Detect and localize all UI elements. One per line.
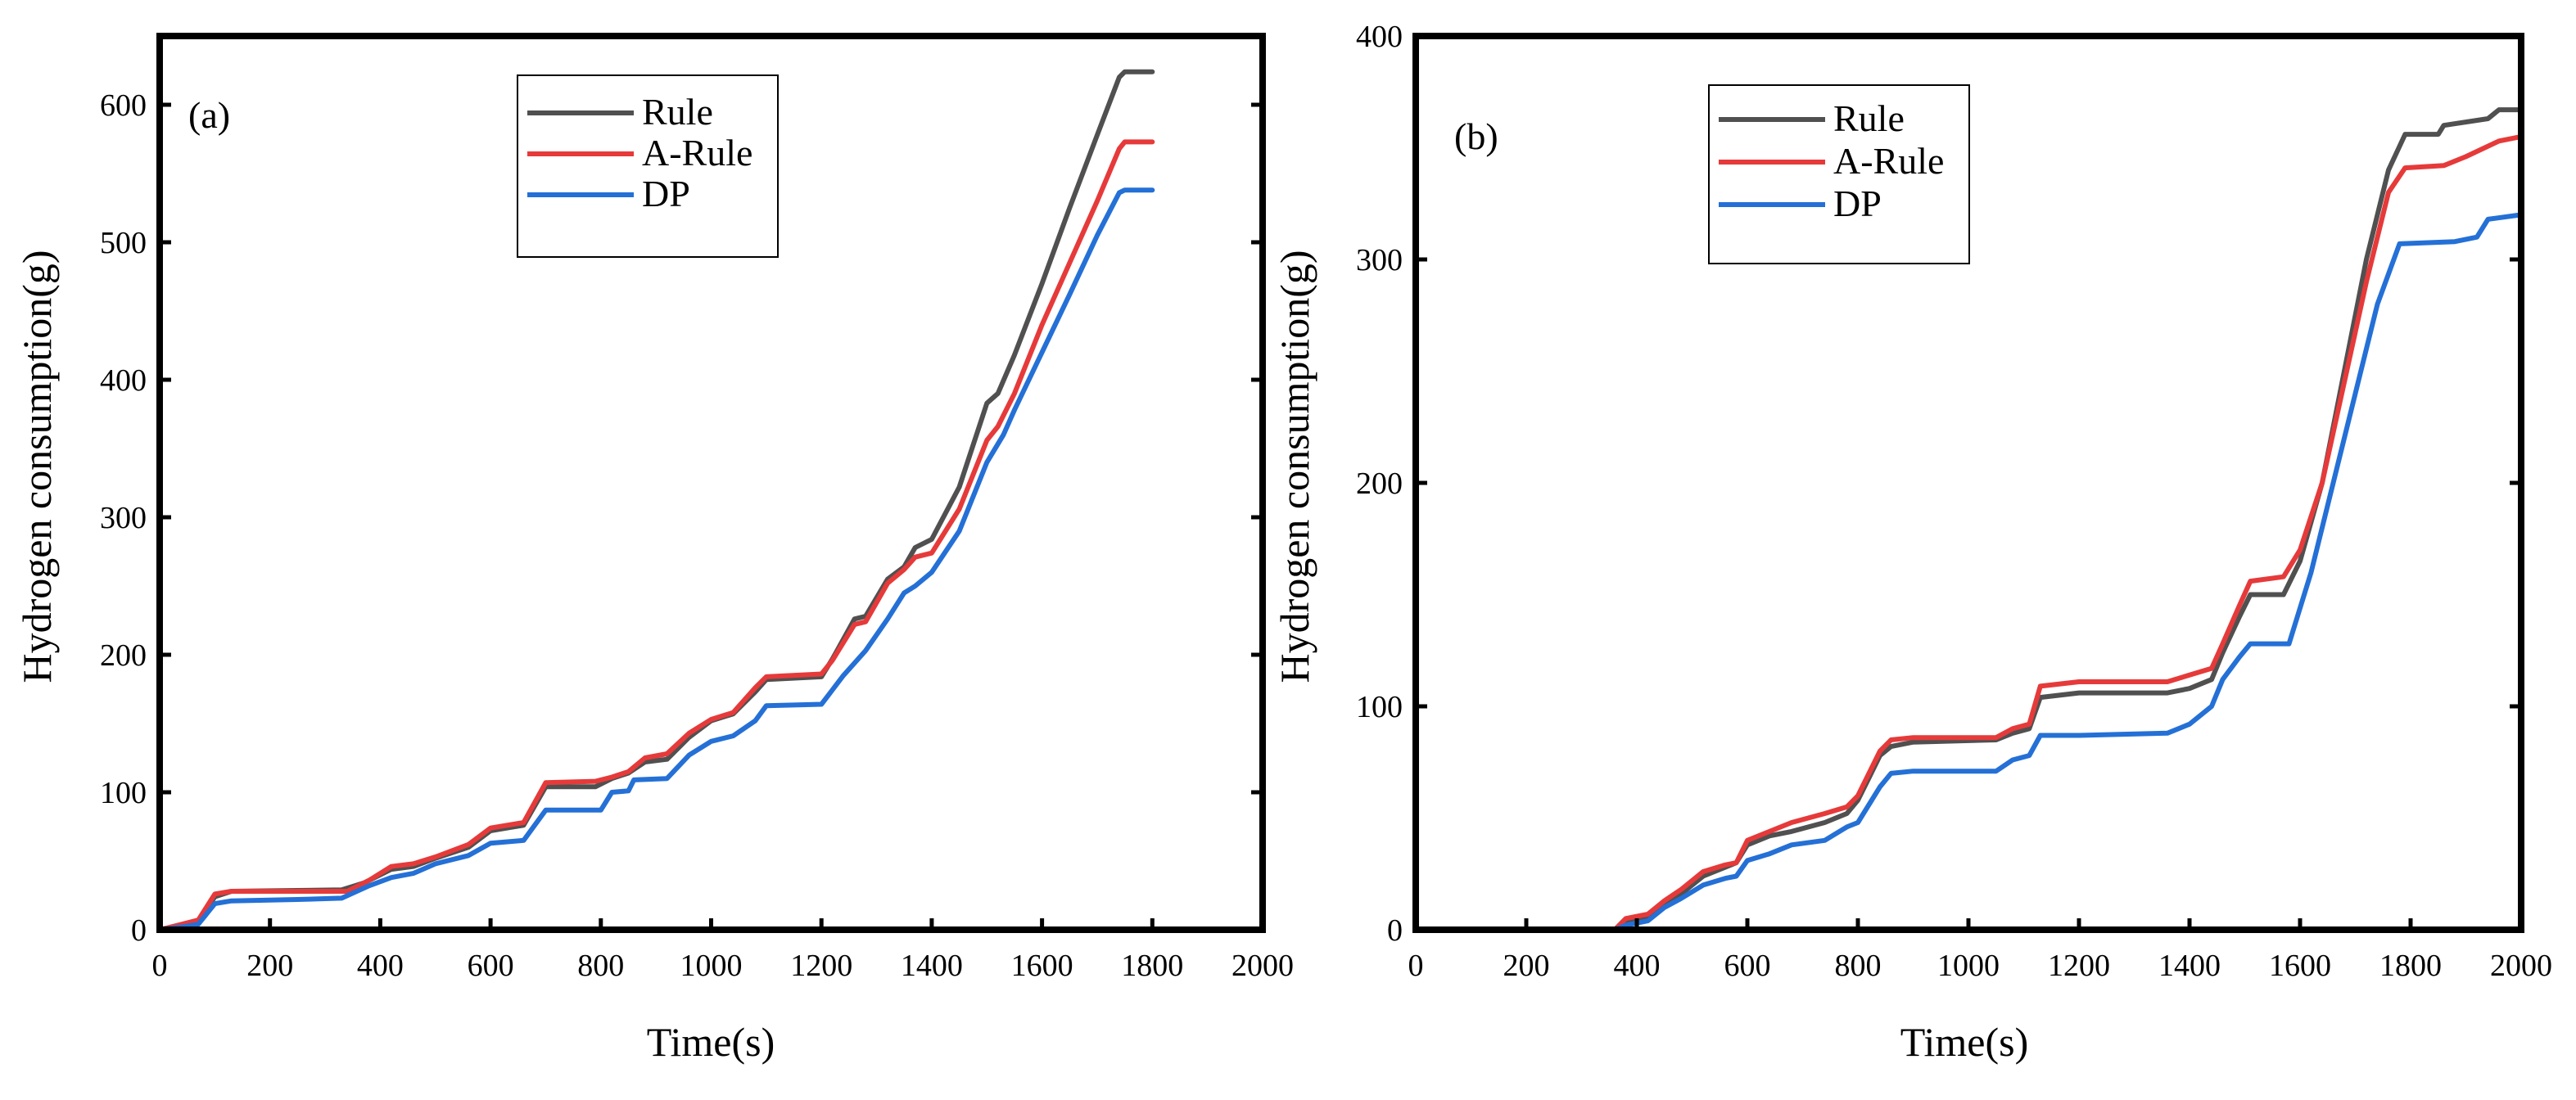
y-tick-label: 200: [1356, 467, 1403, 501]
x-tick-label: 1600: [2269, 949, 2331, 983]
x-tick-label: 0: [152, 949, 168, 983]
x-tick-label: 400: [357, 949, 404, 983]
y-tick-label: 0: [131, 913, 147, 948]
panel-label-b: (b): [1454, 115, 1498, 157]
y-tick-label: 100: [100, 776, 147, 810]
x-tick-label: 1200: [2048, 949, 2110, 983]
x-tick-label: 800: [1835, 949, 1882, 983]
y-tick-label: 300: [1356, 243, 1403, 277]
chart-panel-b: Hydrogen consumption(g) Time(s) (b) 0 200…: [1272, 20, 2552, 1065]
x-tick-label: 1200: [790, 949, 852, 983]
x-tick-label: 600: [1724, 949, 1771, 983]
y-tick-label: 0: [1387, 913, 1403, 948]
legend-label-a-rule: A-Rule: [1833, 140, 1944, 182]
legend-label-rule: Rule: [642, 91, 713, 133]
series-line-dp: [1413, 212, 2524, 932]
y-axis-title-a: Hydrogen consumption(g): [14, 250, 60, 683]
x-tick-label: 200: [1503, 949, 1550, 983]
y-tick-label: 200: [100, 638, 147, 673]
x-tick-label: 200: [246, 949, 293, 983]
x-tick-label: 800: [577, 949, 624, 983]
ticks-b: 0 200 400 600 800 1000 1200 1400 1600 1800 2000 0 10…: [1356, 20, 2552, 983]
chart-panel-a: Hydrogen consumption(g) Time(s) (a) 0 200…: [14, 33, 1294, 1065]
x-tick-label: 400: [1614, 949, 1661, 983]
x-axis-title-b: Time(s): [1900, 1019, 2029, 1065]
x-tick-label: 1800: [1121, 949, 1183, 983]
series-lines-b: [1413, 107, 2524, 932]
y-tick-label: 500: [100, 226, 147, 260]
panel-label-a: (a): [188, 94, 230, 136]
x-tick-label: 1000: [1937, 949, 2000, 983]
series-line-a-rule: [157, 139, 1155, 932]
x-tick-label: 1400: [901, 949, 963, 983]
x-tick-label: 1000: [680, 949, 743, 983]
y-tick-label: 600: [100, 88, 147, 123]
y-axis-title-b: Hydrogen consumption(g): [1272, 250, 1317, 683]
legend-box-b: [1708, 84, 1970, 264]
x-tick-label: 2000: [1232, 949, 1294, 983]
y-tick-label: 300: [100, 501, 147, 535]
series-line-dp: [157, 187, 1155, 932]
x-tick-label: 2000: [2490, 949, 2552, 983]
legend-box-a: [517, 74, 779, 258]
ticks-a: 0 200 400 600 800 1000 1200 1400 1600 1800 2000 0 10…: [100, 88, 1294, 983]
x-tick-label: 1600: [1011, 949, 1073, 983]
x-tick-label: 0: [1408, 949, 1424, 983]
legend-label-a-rule: A-Rule: [642, 132, 752, 174]
legend-label-dp: DP: [642, 173, 690, 214]
series-line-a-rule: [1413, 133, 2524, 932]
x-axis-title-a: Time(s): [647, 1019, 775, 1065]
x-tick-label: 1800: [2379, 949, 2442, 983]
plot-frame-b: [1412, 33, 2524, 933]
series-lines-a: [157, 69, 1155, 932]
plot-frame-a: [156, 33, 1266, 933]
series-line-rule: [1413, 107, 2524, 932]
y-tick-label: 100: [1356, 690, 1403, 724]
legend-label-rule: Rule: [1833, 97, 1905, 139]
x-tick-label: 1400: [2158, 949, 2221, 983]
x-tick-label: 600: [468, 949, 514, 983]
y-tick-label: 400: [100, 363, 147, 398]
legend-label-dp: DP: [1833, 183, 1882, 224]
y-tick-label: 400: [1356, 20, 1403, 54]
